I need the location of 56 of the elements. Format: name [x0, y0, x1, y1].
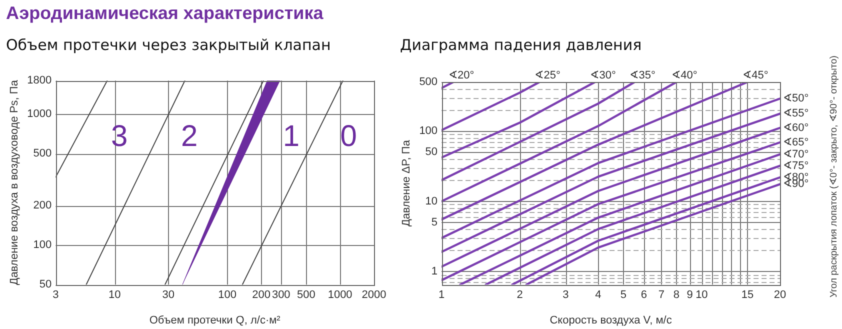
x-tick-label: 3 — [562, 289, 569, 302]
annotation: 0 — [340, 120, 357, 153]
x-tick-label: 10 — [696, 289, 708, 302]
annotation: 2 — [181, 120, 198, 153]
y-tick-label: 100 — [419, 125, 438, 138]
y-axis-title: Давление ΔP, Па — [400, 139, 413, 227]
x-tick-label: 8 — [673, 289, 680, 302]
x-tick-label: 9 — [686, 289, 693, 302]
x-tick-label: 6 — [640, 289, 648, 302]
legend-title: Угол раскрытия лопаток (∢0°- закрыто, ∢90°- открыто) — [828, 56, 840, 298]
series-label: ∢60° — [783, 122, 809, 134]
series-label: ∢90° — [783, 178, 809, 190]
x-tick-label: 30 — [162, 289, 175, 302]
x-tick-label: 3 — [52, 289, 59, 302]
x-axis-title: Объем протечки Q, л/с·м² — [149, 314, 281, 326]
y-tick-label: 100 — [33, 239, 52, 252]
x-tick-label: 500 — [296, 289, 316, 302]
x-tick-label: 200 — [252, 289, 270, 302]
y-tick-label: 500 — [33, 148, 52, 160]
series-label: ∢20° — [448, 70, 474, 82]
series-label: ∢30° — [590, 70, 616, 82]
y-tick-label: 1800 — [27, 74, 52, 87]
y-tick-label: 1 — [431, 266, 438, 278]
chart-title: Аэродинамическая характеристика — [6, 3, 324, 24]
x-tick-label: 15 — [741, 289, 754, 302]
y-tick-label: 5 — [431, 216, 438, 228]
series-label: ∢50° — [783, 92, 809, 105]
y-tick-label: 200 — [33, 200, 52, 212]
y-tick-label: 50 — [425, 146, 438, 158]
x-tick-label: 2000 — [362, 289, 386, 302]
chart-subtitle: Диаграмма падения давления — [400, 36, 642, 54]
y-tick-label: 500 — [419, 76, 438, 88]
x-tick-label: 7 — [658, 289, 664, 302]
y-tick-label: 50 — [39, 278, 52, 291]
chart-subtitle: Объем протечки через закрытый клапан — [6, 36, 331, 54]
x-tick-label: 2 — [516, 289, 523, 302]
series-label: ∢75° — [783, 160, 809, 172]
x-tick-label: 300 — [272, 289, 290, 302]
series-label: ∢25° — [534, 70, 560, 82]
x-tick-label: 1000 — [328, 289, 352, 302]
series-label: ∢35° — [630, 70, 656, 82]
x-tick-label: 5 — [620, 289, 626, 302]
x-tick-label: 10 — [108, 289, 121, 302]
series-label: ∢45° — [742, 70, 768, 82]
x-tick-label: 20 — [774, 289, 786, 302]
series-label: ∢65° — [783, 136, 809, 148]
x-tick-label: 4 — [595, 289, 602, 302]
series-label: ∢55° — [783, 108, 809, 120]
series-label: ∢70° — [783, 148, 809, 160]
x-tick-label: 100 — [218, 289, 237, 302]
y-tick-label: 1000 — [27, 108, 52, 120]
annotation: 1 — [282, 120, 300, 153]
y-axis-title: Давление воздуха в воздуховоде Ps, Па — [8, 79, 21, 286]
x-axis-title: Скорость воздуха V, м/с — [550, 314, 672, 326]
y-tick-label: 10 — [425, 195, 438, 208]
series-label: ∢40° — [672, 70, 698, 82]
